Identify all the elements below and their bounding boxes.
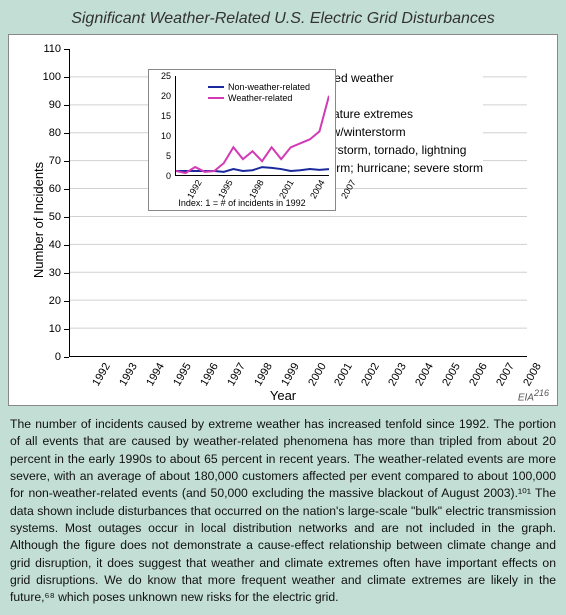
credit: EIA216: [518, 388, 549, 403]
inset-xticks: 199219951998200120042007: [175, 176, 329, 196]
inset-legend: Non-weather-relatedWeather-related: [208, 82, 310, 104]
chart-container: Number of Incidents 01020304050607080901…: [8, 34, 558, 406]
y-ticks: 0102030405060708090100110: [9, 49, 69, 357]
inset-yticks: 0510152025: [149, 76, 175, 176]
plot-area: Undefined weatherWildfireTemperature ext…: [69, 49, 527, 357]
figure-caption: The number of incidents caused by extrem…: [6, 406, 560, 609]
x-axis-label: Year: [270, 388, 296, 403]
x-ticks: 1992199319941995199619971998199920002001…: [69, 357, 527, 405]
chart-title: Significant Weather-Related U.S. Electri…: [6, 6, 560, 34]
figure-panel: Significant Weather-Related U.S. Electri…: [0, 0, 566, 615]
inset-caption: Index: 1 = # of incidents in 1992: [149, 198, 335, 208]
inset-chart: 0510152025 Non-weather-relatedWeather-re…: [148, 69, 336, 211]
inset-plot: Non-weather-relatedWeather-related: [175, 76, 329, 176]
